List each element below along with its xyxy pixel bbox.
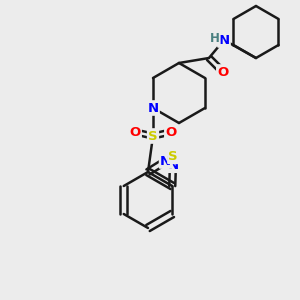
Text: S: S bbox=[148, 130, 158, 142]
Text: O: O bbox=[165, 125, 177, 139]
Text: N: N bbox=[218, 34, 230, 46]
Text: H: H bbox=[210, 32, 220, 46]
Text: N: N bbox=[147, 101, 159, 115]
Text: O: O bbox=[129, 125, 141, 139]
Text: S: S bbox=[168, 150, 178, 163]
Text: N: N bbox=[167, 159, 178, 172]
Text: O: O bbox=[218, 65, 229, 79]
Text: N: N bbox=[160, 154, 171, 167]
